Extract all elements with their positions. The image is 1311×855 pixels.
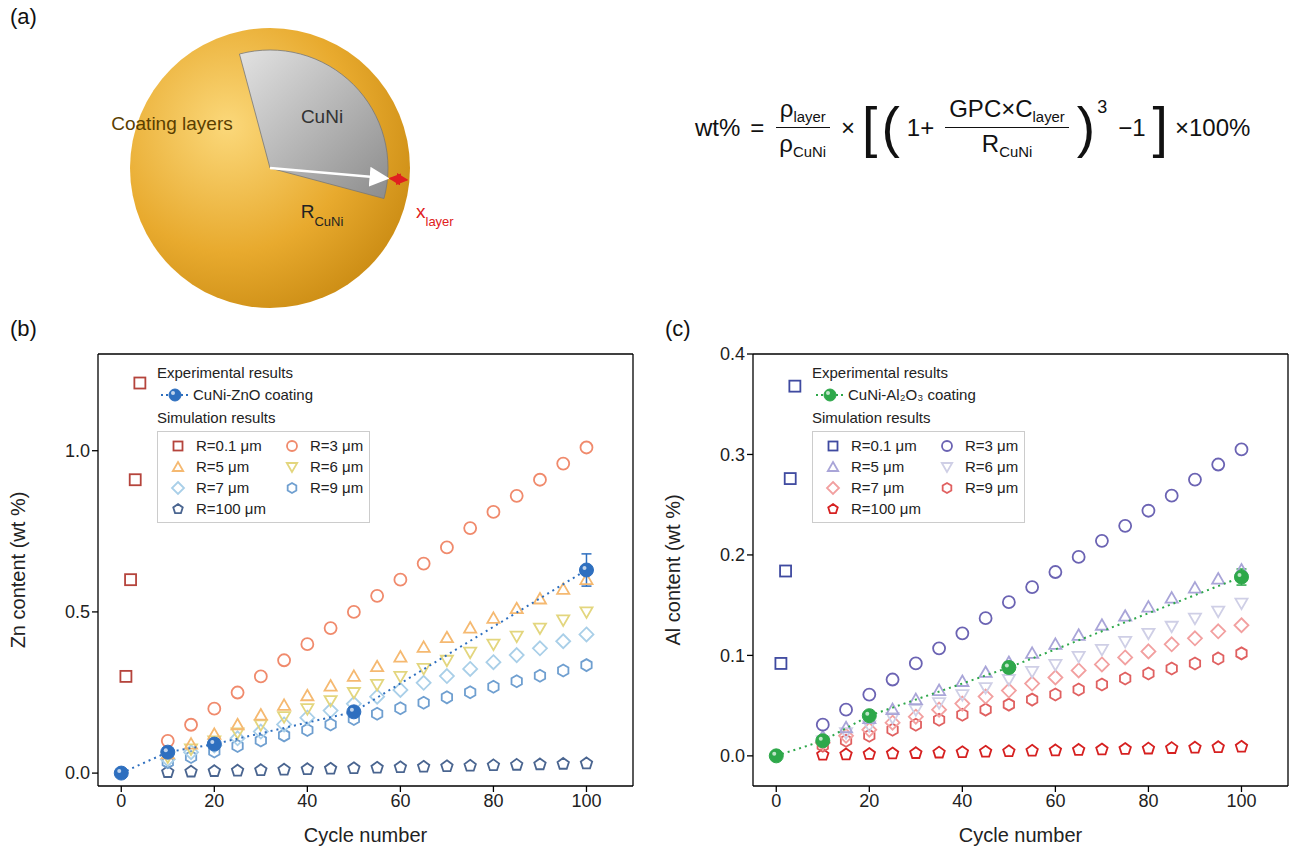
html-text:R=9 μm: R=9 μm xyxy=(964,479,1019,496)
html-text:R=6 μm: R=6 μm xyxy=(309,458,364,475)
html-text:R=9 μm: R=9 μm xyxy=(309,479,364,496)
svg-text:Cycle number: Cycle number xyxy=(304,824,428,846)
html-text:Simulation results: Simulation results xyxy=(157,409,276,426)
svg-text:80: 80 xyxy=(1138,791,1158,811)
html-text:ρCuNi: ρCuNi xyxy=(779,130,827,161)
html-text:GPC×Clayer: GPC×Clayer xyxy=(949,95,1065,126)
svg-text:20: 20 xyxy=(859,791,879,811)
svg-text:20: 20 xyxy=(204,791,224,811)
svg-text:100: 100 xyxy=(571,791,601,811)
svg-text:1.0: 1.0 xyxy=(65,441,90,461)
html-text:R=6 μm: R=6 μm xyxy=(964,458,1019,475)
html-text:CuNi-ZnO coating: CuNi-ZnO coating xyxy=(193,386,313,403)
svg-text:0.0: 0.0 xyxy=(65,763,90,783)
svg-text:0: 0 xyxy=(116,791,126,811)
html-text:R=5 μm: R=5 μm xyxy=(196,458,250,475)
html-text:Simulation results: Simulation results xyxy=(812,409,931,426)
html-text:(b): (b) xyxy=(10,316,37,341)
html-text:wt% =: wt% = xyxy=(695,113,765,141)
html-text:Experimental results: Experimental results xyxy=(157,364,293,381)
svg-text:80: 80 xyxy=(483,791,503,811)
html-text:R=3 μm: R=3 μm xyxy=(964,437,1019,454)
html-text:Experimental results: Experimental results xyxy=(812,364,948,381)
svg-text:CuNi: CuNi xyxy=(301,106,343,127)
svg-text:40: 40 xyxy=(952,791,972,811)
html-text:R=0.1 μm: R=0.1 μm xyxy=(196,437,262,454)
html-text:R=100 μm: R=100 μm xyxy=(851,500,921,517)
html-text:R=5 μm: R=5 μm xyxy=(851,458,905,475)
svg-text:Al content (wt %): Al content (wt %) xyxy=(662,494,684,645)
html-text:(c): (c) xyxy=(665,316,691,341)
html-text:−1: −1 xyxy=(1118,113,1146,141)
html-text:RCuNi: RCuNi xyxy=(981,130,1033,161)
svg-text:RCuNi: RCuNi xyxy=(301,201,344,229)
html-text:3: 3 xyxy=(1097,97,1108,117)
html-text:1+: 1+ xyxy=(906,113,935,141)
html-text:ρlayer: ρlayer xyxy=(779,95,826,126)
svg-text:0.4: 0.4 xyxy=(720,344,745,364)
svg-text:0.5: 0.5 xyxy=(65,602,90,622)
html-text:(a): (a) xyxy=(10,4,37,29)
svg-text:100: 100 xyxy=(1226,791,1256,811)
svg-text:0.1: 0.1 xyxy=(720,646,745,666)
svg-text:60: 60 xyxy=(1045,791,1065,811)
svg-text:0.0: 0.0 xyxy=(720,746,745,766)
html-text:R=7 μm: R=7 μm xyxy=(851,479,905,496)
html-text:R=7 μm: R=7 μm xyxy=(196,479,250,496)
html-text:R=0.1 μm: R=0.1 μm xyxy=(851,437,917,454)
svg-text:0.3: 0.3 xyxy=(720,445,745,465)
html-text:R=100 μm: R=100 μm xyxy=(196,500,266,517)
html-text:CuNi-Al₂O₃ coating: CuNi-Al₂O₃ coating xyxy=(848,386,976,403)
html-text:×100%: ×100% xyxy=(1174,113,1251,141)
html-text:R=3 μm: R=3 μm xyxy=(309,437,364,454)
svg-text:60: 60 xyxy=(390,791,410,811)
svg-text:Cycle number: Cycle number xyxy=(959,824,1083,846)
svg-text:Zn content (wt %): Zn content (wt %) xyxy=(7,492,29,649)
svg-text:0.2: 0.2 xyxy=(720,545,745,565)
svg-text:0: 0 xyxy=(771,791,781,811)
svg-text:xlayer: xlayer xyxy=(416,201,454,229)
svg-text:Coating layers: Coating layers xyxy=(111,113,232,134)
svg-text:40: 40 xyxy=(297,791,317,811)
